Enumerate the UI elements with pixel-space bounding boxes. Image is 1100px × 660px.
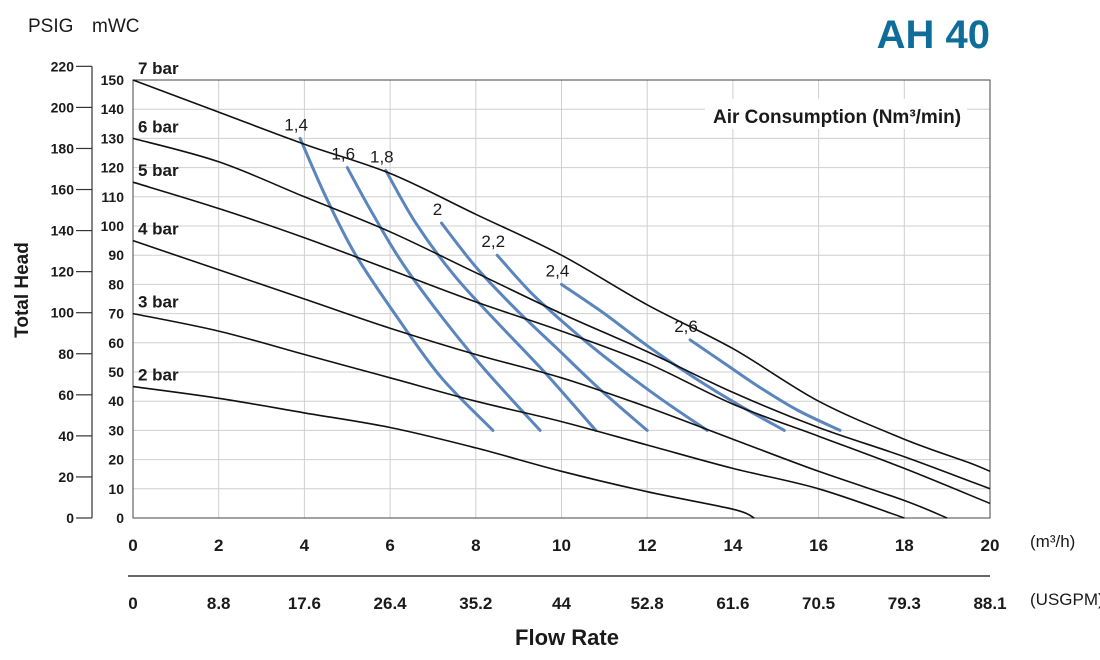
air-consumption-line [298,136,495,432]
x-tick-m3h: 8 [471,536,480,555]
x-tick-usgpm: 0 [128,594,137,613]
air-consumption-line [688,338,842,432]
y-tick-mwc: 90 [108,247,124,263]
air-consumption-line [560,282,786,432]
y-tick-psig: 200 [51,99,75,115]
y-tick-mwc: 40 [108,393,124,409]
y-tick-mwc: 100 [101,218,125,234]
x-tick-m3h: 20 [981,536,1000,555]
plot-frame [132,79,991,519]
x-tick-usgpm: 88.1 [973,594,1006,613]
annotation-background [705,99,967,129]
y-axis-title: Total Head [12,242,33,338]
y-tick-mwc: 20 [108,452,124,468]
x-tick-m3h: 10 [552,536,571,555]
y-tick-mwc: 10 [108,481,124,497]
x-unit-label: (m³/h) [1030,532,1075,551]
air-consumption-label: 2 [433,200,442,219]
y-tick-psig: 140 [51,223,75,239]
air-consumption-line [440,221,649,432]
x-tick-m3h: 2 [214,536,223,555]
x-tick-m3h: 12 [638,536,657,555]
labels: 0102030405060708090100110120130140150020… [51,58,1007,613]
y-tick-psig: 60 [58,387,74,403]
x-tick-m3h: 14 [723,536,742,555]
y-tick-psig: 0 [66,510,74,526]
x-tick-usgpm: 79.3 [888,594,921,613]
y-tick-mwc: 120 [101,160,125,176]
y-tick-psig: 80 [58,346,74,362]
psig-unit-label: PSIG [28,16,73,37]
y-tick-psig: 160 [51,182,75,198]
y-tick-psig: 120 [51,264,75,280]
air-consumption-label: 1,8 [370,148,394,167]
x-tick-m3h: 0 [128,536,137,555]
pressure-curve-label: 5 bar [138,161,179,180]
air-consumption-label: 2,2 [481,232,505,251]
pressure-curve-label: 3 bar [138,293,179,312]
pressure-curve-label: 7 bar [138,59,179,78]
x-tick-m3h: 4 [300,536,310,555]
chart-title: AH 40 [877,13,990,57]
x-tick-usgpm: 52.8 [631,594,664,613]
pressure-curve [132,137,991,490]
y-tick-psig: 180 [51,140,75,156]
y-tick-psig: 100 [51,305,75,321]
x-tick-usgpm: 44 [552,594,571,613]
x-tick-m3h: 18 [895,536,914,555]
x-axis-title: Flow Rate [515,625,619,650]
y-tick-mwc: 60 [108,335,124,351]
axes [76,65,991,577]
x-tick-usgpm: 70.5 [802,594,835,613]
y-tick-mwc: 130 [101,130,125,146]
x-tick-usgpm: 17.6 [288,594,321,613]
pressure-curve [132,239,948,519]
y-tick-mwc: 110 [101,189,124,205]
pressure-curves [132,79,991,519]
y-tick-mwc: 70 [108,306,124,322]
pressure-curve [132,385,755,519]
x-tick-usgpm: 8.8 [207,594,231,613]
pressure-curve-label: 6 bar [138,117,179,136]
x-tick-usgpm: 61.6 [716,594,749,613]
pressure-curve [132,181,991,505]
pressure-curve-label: 4 bar [138,220,179,239]
air-consumption-label: 2,4 [546,261,570,280]
air-consumption-annotation: Air Consumption (Nm³/min) [713,107,961,128]
x2-unit-label: (USGPM) [1030,590,1100,609]
air-consumption-line [384,169,598,432]
mwc-unit-label: mWC [92,16,139,37]
pressure-curve [132,312,905,519]
y-tick-mwc: 50 [108,364,124,380]
y-tick-mwc: 140 [101,101,125,117]
pressure-curve-label: 2 bar [138,366,179,385]
y-tick-mwc: 80 [108,276,124,292]
air-consumption-label: 1,6 [331,145,355,164]
air-consumption-line [345,166,542,432]
air-consumption-label: 1,4 [284,115,308,134]
y-tick-mwc: 150 [101,72,125,88]
x-tick-m3h: 16 [809,536,828,555]
pressure-curve [132,79,991,473]
x-tick-usgpm: 35.2 [459,594,492,613]
y-tick-psig: 220 [51,58,75,74]
x-tick-usgpm: 26.4 [374,594,408,613]
y-tick-psig: 40 [58,428,74,444]
air-consumption-label: 2,6 [674,317,698,336]
y-tick-psig: 20 [58,469,74,485]
y-tick-mwc: 0 [116,510,124,526]
x-tick-m3h: 6 [385,536,394,555]
y-tick-mwc: 30 [108,422,124,438]
air-consumption-line [495,253,709,432]
